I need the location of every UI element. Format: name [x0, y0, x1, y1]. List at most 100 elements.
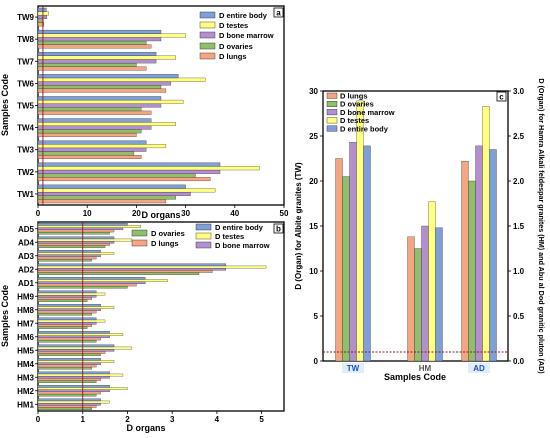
y2-tick-label: 3.0 [513, 87, 525, 96]
legend-swatch-d-ovaries [326, 100, 338, 107]
x-tick-label: 20 [132, 209, 141, 218]
bar-hm7-d-bone-marrow [37, 321, 97, 325]
bar-hm5-d-ovaries [37, 353, 101, 356]
bar-ad2-d-entire-body [37, 263, 227, 267]
bar-hm9-d-testes [37, 292, 106, 296]
x-tick-label: HM [419, 364, 432, 373]
legend-label-d-lungs: D lungs [219, 52, 247, 61]
bar-hm7-d-ovaries [37, 326, 88, 329]
bar-tw1-d-ovaries [37, 195, 176, 200]
bar-hm7-d-testes [37, 319, 106, 323]
panel-c-bars [323, 100, 508, 362]
legend-label-d-lungs: D lungs [340, 92, 368, 101]
y-tick-label: TW9 [17, 13, 34, 22]
bar-hm8-d-entire-body [37, 304, 101, 307]
panel-c-y2-ticks: 0.0 0.5 1.0 1.5 2.0 2.5 3.0 [508, 87, 525, 366]
x-tick-label: 4 [215, 415, 220, 424]
bar-tw6-d-lungs [37, 88, 167, 93]
x-tick-highlight [342, 363, 364, 373]
bar-ad4-d-testes [37, 238, 133, 242]
bar-hm2-d-bone-marrow [37, 389, 110, 393]
bar-tw8-d-lungs [37, 44, 152, 49]
bar-tw7-d-lungs [37, 66, 147, 71]
legend-swatch-d-entire-body [199, 11, 216, 19]
legend-swatch-d-entire-body [195, 223, 212, 231]
bar-hm5-d-lungs [37, 351, 106, 354]
bar-hm8-d-bone-marrow [37, 308, 101, 312]
legend-swatch-d-bone-marrow [195, 241, 212, 249]
y-tick-label: 0 [314, 357, 319, 366]
bar-tw4-d-bone-marrow [37, 125, 152, 130]
bar-hm3-d-bone-marrow [37, 375, 110, 379]
bar-ad3-d-bone-marrow [37, 254, 101, 258]
bar-hm3-d-testes [37, 373, 124, 377]
bar-tw4-d-testes [37, 122, 176, 126]
bar-tw6-d-bone-marrow [37, 81, 171, 86]
y-tick-label: HM4 [17, 360, 34, 369]
bar-tw5-d-testes [37, 99, 184, 104]
bar-tw2-d-testes [37, 166, 260, 171]
bar-hm4-d-testes [37, 360, 115, 363]
bar-ad5-d-ovaries [37, 231, 110, 235]
panel-c-y-ticks: 0 5 10 15 20 25 30 [309, 87, 323, 366]
bar-hm8-d-testes [37, 306, 115, 309]
bar-tw4-d-entire-body [37, 118, 152, 123]
legend-label-d-entire-body: D entire body [215, 223, 264, 232]
bar-tw3-d-ovaries [37, 151, 135, 156]
y-tick-label: HM6 [17, 333, 34, 342]
bar-hm-d-entire-body [435, 227, 443, 362]
bar-ad1-d-bone-marrow [37, 281, 146, 285]
bar-hm-d-lungs [407, 236, 415, 362]
bar-tw1-d-bone-marrow [37, 191, 191, 196]
bar-tw9-d-bone-marrow [37, 15, 48, 20]
bar-hm4-d-ovaries [37, 366, 92, 370]
bar-tw5-d-ovaries [37, 107, 142, 112]
bar-ad4-d-ovaries [37, 245, 106, 248]
bar-ad2-d-ovaries [37, 272, 200, 275]
panel-b-bars [37, 222, 267, 411]
bar-hm9-d-ovaries [37, 299, 88, 302]
panel-a-x-ticks: 0 10 20 30 40 50 [36, 205, 289, 218]
bar-tw3-d-bone-marrow [37, 147, 147, 152]
legend-label-d-entire-body: D entire body [340, 124, 389, 133]
bar-hm3-d-lungs [37, 378, 101, 381]
bar-tw5-d-entire-body [37, 96, 162, 101]
bar-hm8-d-ovaries [37, 312, 92, 316]
y-tick-label: HM2 [17, 387, 34, 396]
bar-tw2-d-entire-body [37, 162, 221, 167]
bar-tw-d-ovaries [342, 176, 350, 362]
y2-tick-label: 0.5 [513, 312, 525, 321]
bar-tw3-d-testes [37, 144, 167, 149]
y2-tick-label: 0.0 [513, 357, 525, 366]
bar-ad-d-entire-body [489, 149, 497, 362]
bar-tw-d-testes [356, 100, 364, 362]
bar-tw1-d-testes [37, 188, 216, 193]
y-tick-label: AD5 [18, 225, 35, 234]
y-tick-label: 25 [309, 132, 318, 141]
panel-a-y-label: Samples Code [0, 74, 10, 136]
bar-tw-d-entire-body [363, 145, 371, 362]
legend-label-d-ovaries: D ovaries [219, 42, 253, 51]
bar-ad3-d-testes [37, 252, 115, 255]
legend-swatch-d-bone-marrow [326, 109, 338, 116]
y-tick-label: HM5 [17, 346, 34, 355]
y-tick-label: TW8 [17, 35, 34, 44]
legend-label-d-entire-body: D entire body [219, 11, 268, 20]
bar-tw9-d-testes [37, 11, 49, 16]
x-tick-label: 40 [230, 209, 239, 218]
panel-c-x-ticks: TW HM AD [342, 363, 490, 373]
legend-label-d-bone-marrow: D bone marrow [215, 241, 270, 250]
x-tick-label: 5 [259, 415, 264, 424]
x-tick-label: 1 [81, 415, 86, 424]
bar-hm6-d-entire-body [37, 331, 110, 334]
bar-ad4-d-lungs [37, 243, 110, 246]
panel-b-x-ticks: 0 1 2 3 4 5 [36, 411, 264, 424]
y-tick-label: TW7 [17, 57, 34, 66]
bar-tw7-d-bone-marrow [37, 59, 157, 64]
y-tick-label: 15 [309, 222, 318, 231]
bar-hm1-d-entire-body [37, 398, 101, 402]
bar-tw7-d-testes [37, 55, 176, 60]
bar-tw7-d-entire-body [37, 52, 157, 56]
